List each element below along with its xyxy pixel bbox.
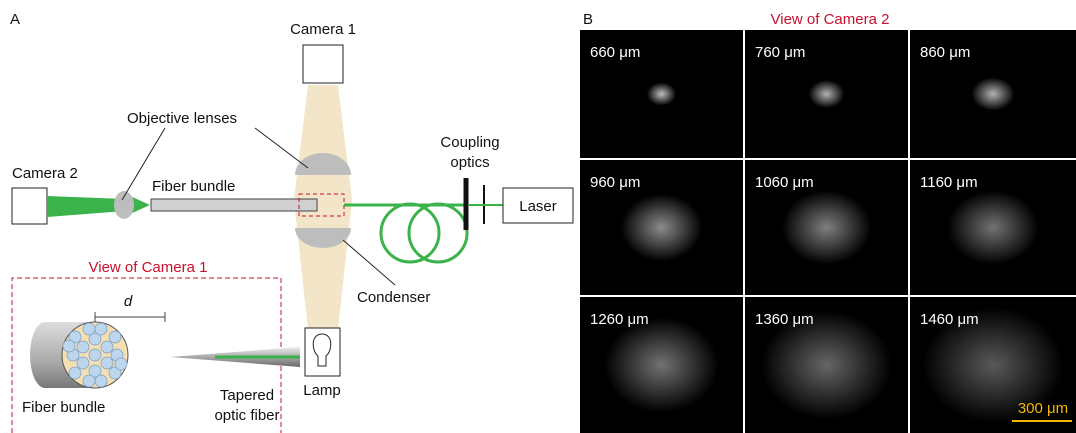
fiber-core <box>69 367 81 379</box>
lamp-label: Lamp <box>303 382 341 399</box>
image-label: 1460 μm <box>920 311 979 328</box>
fiber-core <box>115 358 127 370</box>
fiber-core <box>83 375 95 387</box>
fiber-core <box>95 375 107 387</box>
leader-line <box>255 128 308 168</box>
leader-line <box>343 240 395 285</box>
condenser-label: Condenser <box>357 289 430 306</box>
fiber-core <box>77 341 89 353</box>
figure: A Camera 1 Camera 2 Fiber bundle Objecti… <box>0 0 1076 433</box>
fiber-core <box>63 340 75 352</box>
panel-label: A <box>10 11 20 28</box>
fiber-core <box>89 349 101 361</box>
image-label: 960 μm <box>590 174 640 191</box>
tapered-label: optic fiber <box>214 407 279 424</box>
lamp-box <box>305 328 340 376</box>
camera-1-label: Camera 1 <box>290 21 356 38</box>
fiber-core <box>101 357 113 369</box>
fiber-core <box>109 331 121 343</box>
scale-bar-label: 300 μm <box>1018 400 1068 417</box>
page: {"panel_a":{"label":"A","camera_1":"Came… <box>0 0 1076 433</box>
objective-lenses-label: Objective lenses <box>127 110 237 127</box>
green-beam <box>47 196 125 217</box>
fiber-core <box>77 357 89 369</box>
distance-label: d <box>124 293 133 310</box>
camera-1-box <box>303 45 343 83</box>
tapered-label: Tapered <box>220 387 274 404</box>
fiber-bundle-label: Fiber bundle <box>152 178 235 195</box>
image-label: 860 μm <box>920 44 970 61</box>
image-grid: 660 μm 760 μm 860 μm 960 μm 1060 μm 1160 μm 12… <box>580 30 1076 433</box>
body: A Camera 1 Camera 2 Fiber bundle Objecti… <box>0 0 1076 433</box>
camera-2-box <box>12 188 47 224</box>
image-label: 1260 μm <box>590 311 649 328</box>
inset-title: View of Camera 1 <box>89 259 208 276</box>
fiber-core <box>83 323 95 335</box>
fiber-bundle <box>151 199 317 211</box>
image-label: 760 μm <box>755 44 805 61</box>
panel-label: B <box>583 11 593 28</box>
image-label: 1360 μm <box>755 311 814 328</box>
image-label: 1060 μm <box>755 174 814 191</box>
fiber-core <box>101 341 113 353</box>
coupling-label: Coupling <box>440 134 499 151</box>
laser-label: Laser <box>519 198 557 215</box>
bundle-label: Fiber bundle <box>22 399 105 416</box>
image-label: 1160 μm <box>920 174 978 191</box>
objective-lens <box>114 191 134 219</box>
image-label: 660 μm <box>590 44 640 61</box>
camera-2-label: Camera 2 <box>12 165 78 182</box>
fiber-core <box>95 323 107 335</box>
coupling-label: optics <box>450 154 489 171</box>
panel-title: View of Camera 2 <box>771 11 890 28</box>
